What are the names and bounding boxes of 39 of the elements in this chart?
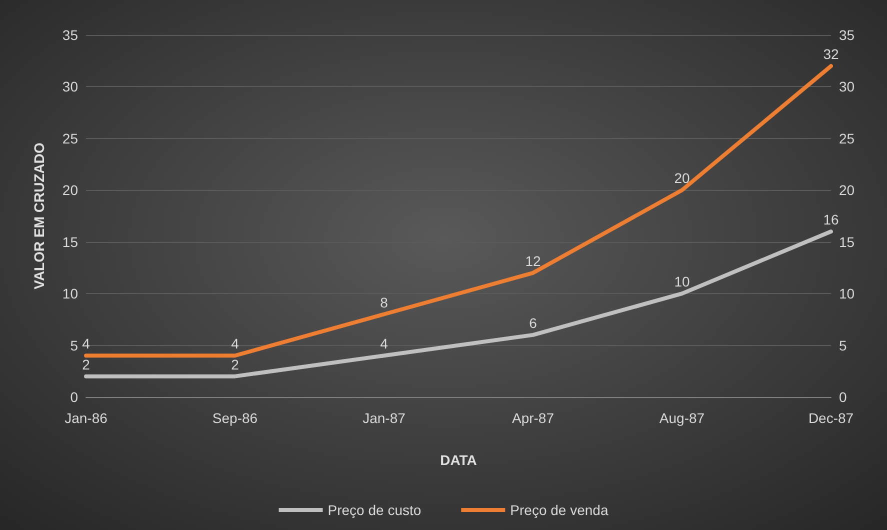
- y2-tick-label: 30: [839, 78, 855, 95]
- y2-tick-label: 15: [839, 234, 855, 250]
- y-tick-label: 10: [62, 286, 78, 302]
- legend-label: Preço de venda: [510, 502, 608, 518]
- y-tick-label: 25: [62, 130, 78, 146]
- data-label: 12: [525, 252, 541, 269]
- data-label: 2: [82, 356, 90, 372]
- data-label: 8: [380, 294, 388, 310]
- data-label: 4: [380, 336, 388, 352]
- y-tick-label: 35: [62, 27, 78, 43]
- y2-tick-label: 5: [839, 337, 847, 354]
- y2-tick-label: 0: [839, 389, 847, 405]
- y-tick-label: 30: [62, 78, 78, 95]
- data-label: 4: [231, 336, 240, 352]
- line-series: [84, 230, 833, 378]
- y2-tick-label: 25: [839, 130, 855, 146]
- y-tick-label: 15: [62, 234, 78, 250]
- x-tick-label: Jan-87: [362, 410, 406, 426]
- y-axis-title: VALOR EM CRUZADO: [31, 142, 47, 290]
- legend-label: Preço de custo: [328, 502, 422, 518]
- y-tick-label: 0: [70, 389, 78, 405]
- y-tick-label: 5: [70, 337, 78, 354]
- data-label: 4: [82, 336, 90, 352]
- data-label: 2: [231, 356, 240, 372]
- y2-tick-label: 10: [839, 286, 855, 302]
- x-tick-label: Apr-87: [512, 410, 554, 426]
- data-label: 20: [674, 170, 690, 186]
- y-tick-label: 20: [62, 182, 78, 198]
- data-label: 16: [823, 212, 839, 228]
- x-tick-label: Sep-86: [212, 410, 258, 426]
- x-tick-label: Jan-86: [64, 410, 108, 426]
- data-label: 32: [823, 46, 839, 62]
- x-axis-title: DATA: [440, 452, 477, 468]
- data-label: 6: [529, 314, 538, 331]
- data-label: 10: [674, 274, 690, 290]
- y2-tick-label: 20: [839, 182, 855, 198]
- x-tick-label: Dec-87: [808, 410, 854, 426]
- x-tick-label: Aug-87: [659, 410, 705, 426]
- y2-tick-label: 35: [839, 27, 855, 43]
